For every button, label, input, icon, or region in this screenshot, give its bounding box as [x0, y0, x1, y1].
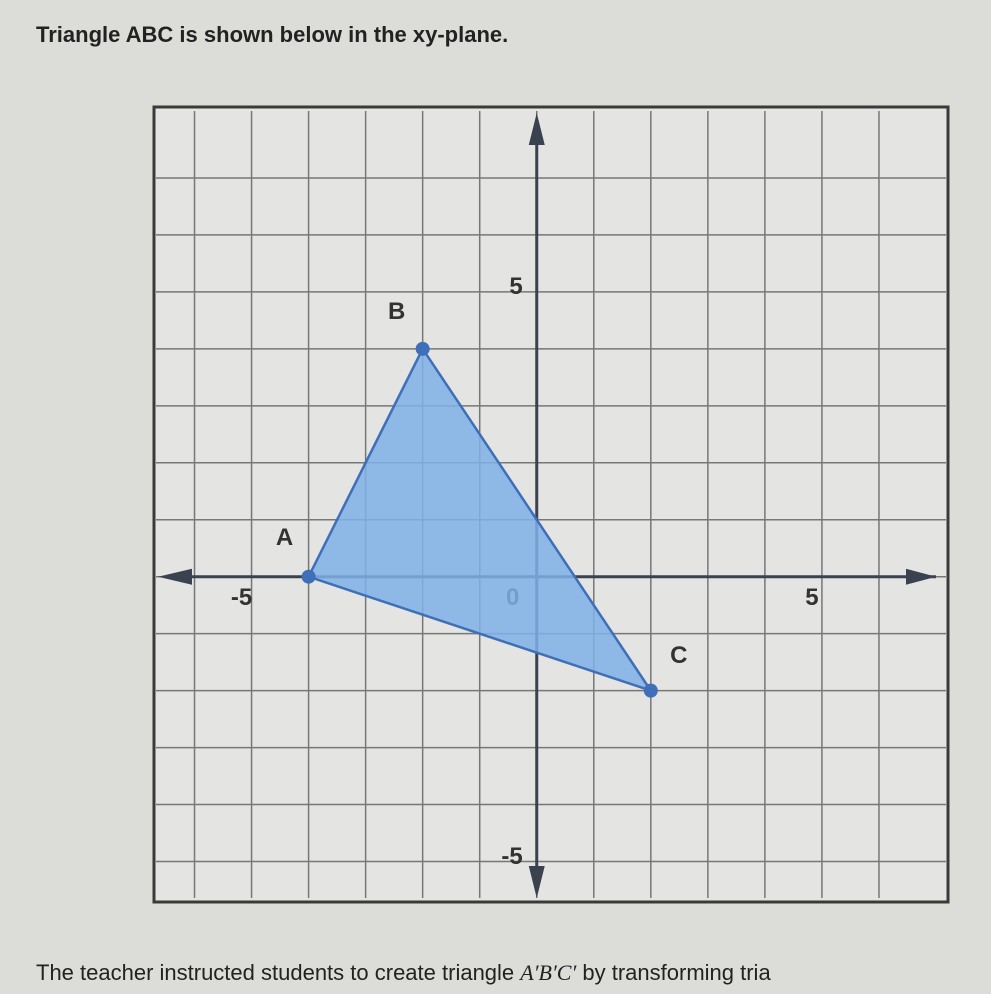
- arrowhead: [528, 113, 545, 145]
- arrowhead: [528, 866, 545, 898]
- text: by transforming tria: [576, 960, 771, 985]
- triangle-name: A′B′C′: [520, 960, 577, 985]
- plot-background: [152, 105, 950, 904]
- y-tick-label: 5: [509, 273, 522, 300]
- vertex-label: A: [276, 524, 293, 551]
- vertex-label: B: [388, 298, 405, 325]
- x-tick-label: 5: [805, 584, 818, 611]
- arrowhead: [906, 568, 936, 585]
- vertex-label: C: [670, 642, 687, 669]
- y-tick-label: -5: [501, 843, 522, 870]
- vertex: [415, 341, 430, 356]
- instruction: The teacher instructed students to creat…: [36, 960, 771, 986]
- x-tick-label: -5: [231, 584, 252, 611]
- arrowhead: [158, 568, 192, 585]
- title: Triangle ABC is shown below in the xy-pl…: [36, 22, 509, 47]
- triangle: [306, 346, 654, 693]
- vertex: [643, 683, 658, 698]
- text: The teacher instructed students to creat…: [36, 960, 521, 985]
- vertex: [301, 569, 316, 584]
